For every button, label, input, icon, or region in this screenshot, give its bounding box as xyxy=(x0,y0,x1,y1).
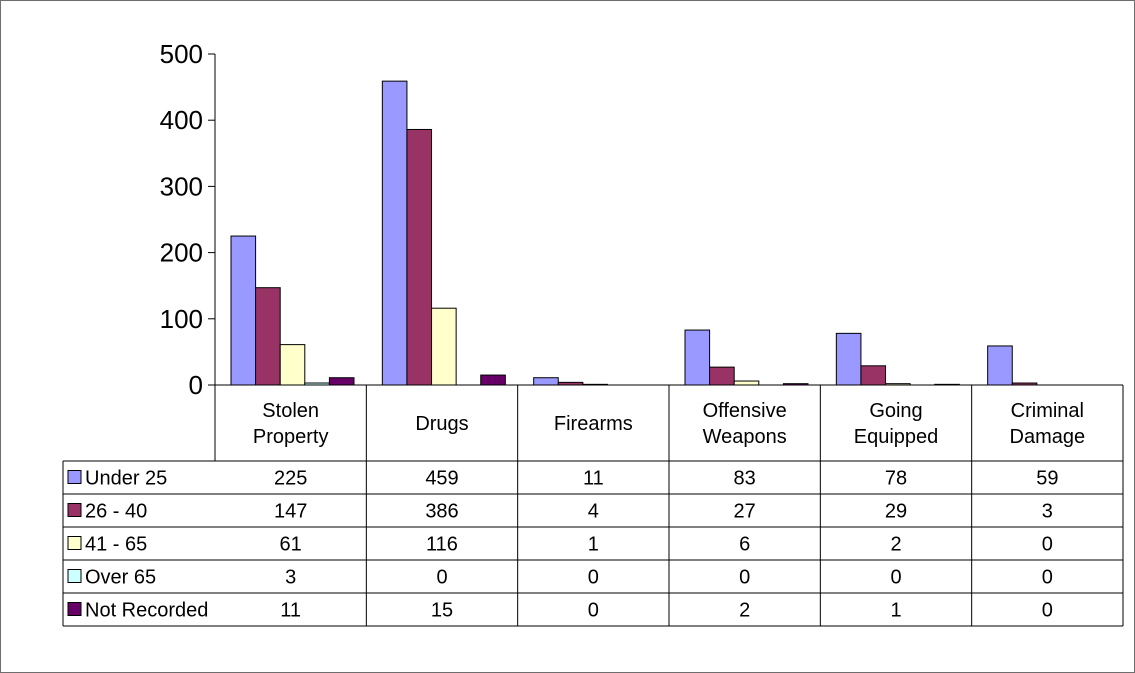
table-cell-value: 459 xyxy=(425,468,458,490)
bar-26-40-3 xyxy=(709,366,735,386)
legend-swatch-41-65 xyxy=(67,536,82,550)
table-cell-value: 11 xyxy=(280,600,301,622)
table-cell-value: 61 xyxy=(280,534,302,556)
legend-swatch-over-65 xyxy=(67,569,82,583)
y-tick-label: 500 xyxy=(160,39,203,69)
data-table: Stolen Property Drugs Firearms Offensive Weap… xyxy=(62,385,1124,627)
category-label: Going xyxy=(869,400,922,422)
legend-swatch-26-40 xyxy=(67,503,82,517)
bar-under-25-4 xyxy=(835,332,862,386)
table-cell-value: 15 xyxy=(431,600,453,622)
category-label: Stolen xyxy=(262,400,319,422)
bar-26-40-1 xyxy=(406,128,433,386)
legend-swatch-not-recorded xyxy=(67,602,82,616)
table-cell-value: 4 xyxy=(588,501,599,523)
table-cell-value: 59 xyxy=(1036,468,1058,490)
bar-41-65-0 xyxy=(279,344,306,386)
legend-swatch-under-25 xyxy=(67,470,82,484)
table-cell-value: 0 xyxy=(588,567,599,589)
table-cell-value: 6 xyxy=(739,534,750,556)
legend-label: Not Recorded xyxy=(85,600,208,622)
bar-26-40-0 xyxy=(255,287,281,386)
category-label: Weapons xyxy=(703,426,787,448)
legend-label: Over 65 xyxy=(85,567,156,589)
category-label: Damage xyxy=(1010,426,1086,448)
table-cell-value: 147 xyxy=(274,501,307,523)
table-cell-value: 29 xyxy=(885,501,907,523)
bar-under-25-5 xyxy=(987,345,1013,386)
table-cell-value: 11 xyxy=(583,468,604,490)
category-label: Property xyxy=(253,426,329,448)
category-label: Firearms xyxy=(554,413,633,435)
legend-label: Under 25 xyxy=(85,468,167,490)
table-cell-value: 225 xyxy=(274,468,307,490)
table-cell-value: 83 xyxy=(734,468,756,490)
bar-under-25-3 xyxy=(684,329,711,386)
y-tick-label: 300 xyxy=(160,171,203,201)
category-label: Drugs xyxy=(415,413,468,435)
y-tick-label: 200 xyxy=(160,238,203,268)
table-cell-value: 3 xyxy=(1042,501,1053,523)
bar-41-65-3 xyxy=(733,380,760,386)
bar-not-recorded-1 xyxy=(480,374,506,386)
table-cell-value: 0 xyxy=(588,600,599,622)
bar-26-40-4 xyxy=(860,365,887,386)
table-cell-value: 0 xyxy=(1042,600,1053,622)
table-cell-value: 0 xyxy=(739,567,750,589)
category-label: Criminal xyxy=(1011,400,1084,422)
y-tick-label: 100 xyxy=(160,304,203,334)
y-axis-ticks: 0 100 200 300 400 500 xyxy=(160,39,215,400)
table-cell-value: 1 xyxy=(890,600,901,622)
legend-label: 26 - 40 xyxy=(85,501,147,523)
bar-41-65-1 xyxy=(431,307,457,386)
table-cell-value: 386 xyxy=(425,501,458,523)
table-cell-value: 2 xyxy=(890,534,901,556)
y-tick-label: 0 xyxy=(189,370,203,400)
table-cell-value: 0 xyxy=(890,567,901,589)
bar-not-recorded-0 xyxy=(328,377,355,386)
table-cell-value: 78 xyxy=(885,468,907,490)
bars-group xyxy=(230,80,1038,386)
table-cell-value: 116 xyxy=(426,534,458,556)
legend-label: 41 - 65 xyxy=(85,534,147,556)
table-cell-value: 0 xyxy=(436,567,447,589)
table-cell-value: 0 xyxy=(1042,534,1053,556)
bar-under-25-2 xyxy=(533,377,559,386)
y-tick-label: 400 xyxy=(160,105,203,135)
table-cell-value: 1 xyxy=(588,534,599,556)
category-label: Equipped xyxy=(854,426,939,448)
table-cell-value: 0 xyxy=(1042,567,1053,589)
category-label: Offensive xyxy=(703,400,787,422)
table-cell-value: 2 xyxy=(739,600,750,622)
table-cell-value: 3 xyxy=(285,567,296,589)
bar-under-25-1 xyxy=(381,80,408,386)
table-cell-value: 27 xyxy=(734,501,756,523)
bar-under-25-0 xyxy=(230,235,257,386)
